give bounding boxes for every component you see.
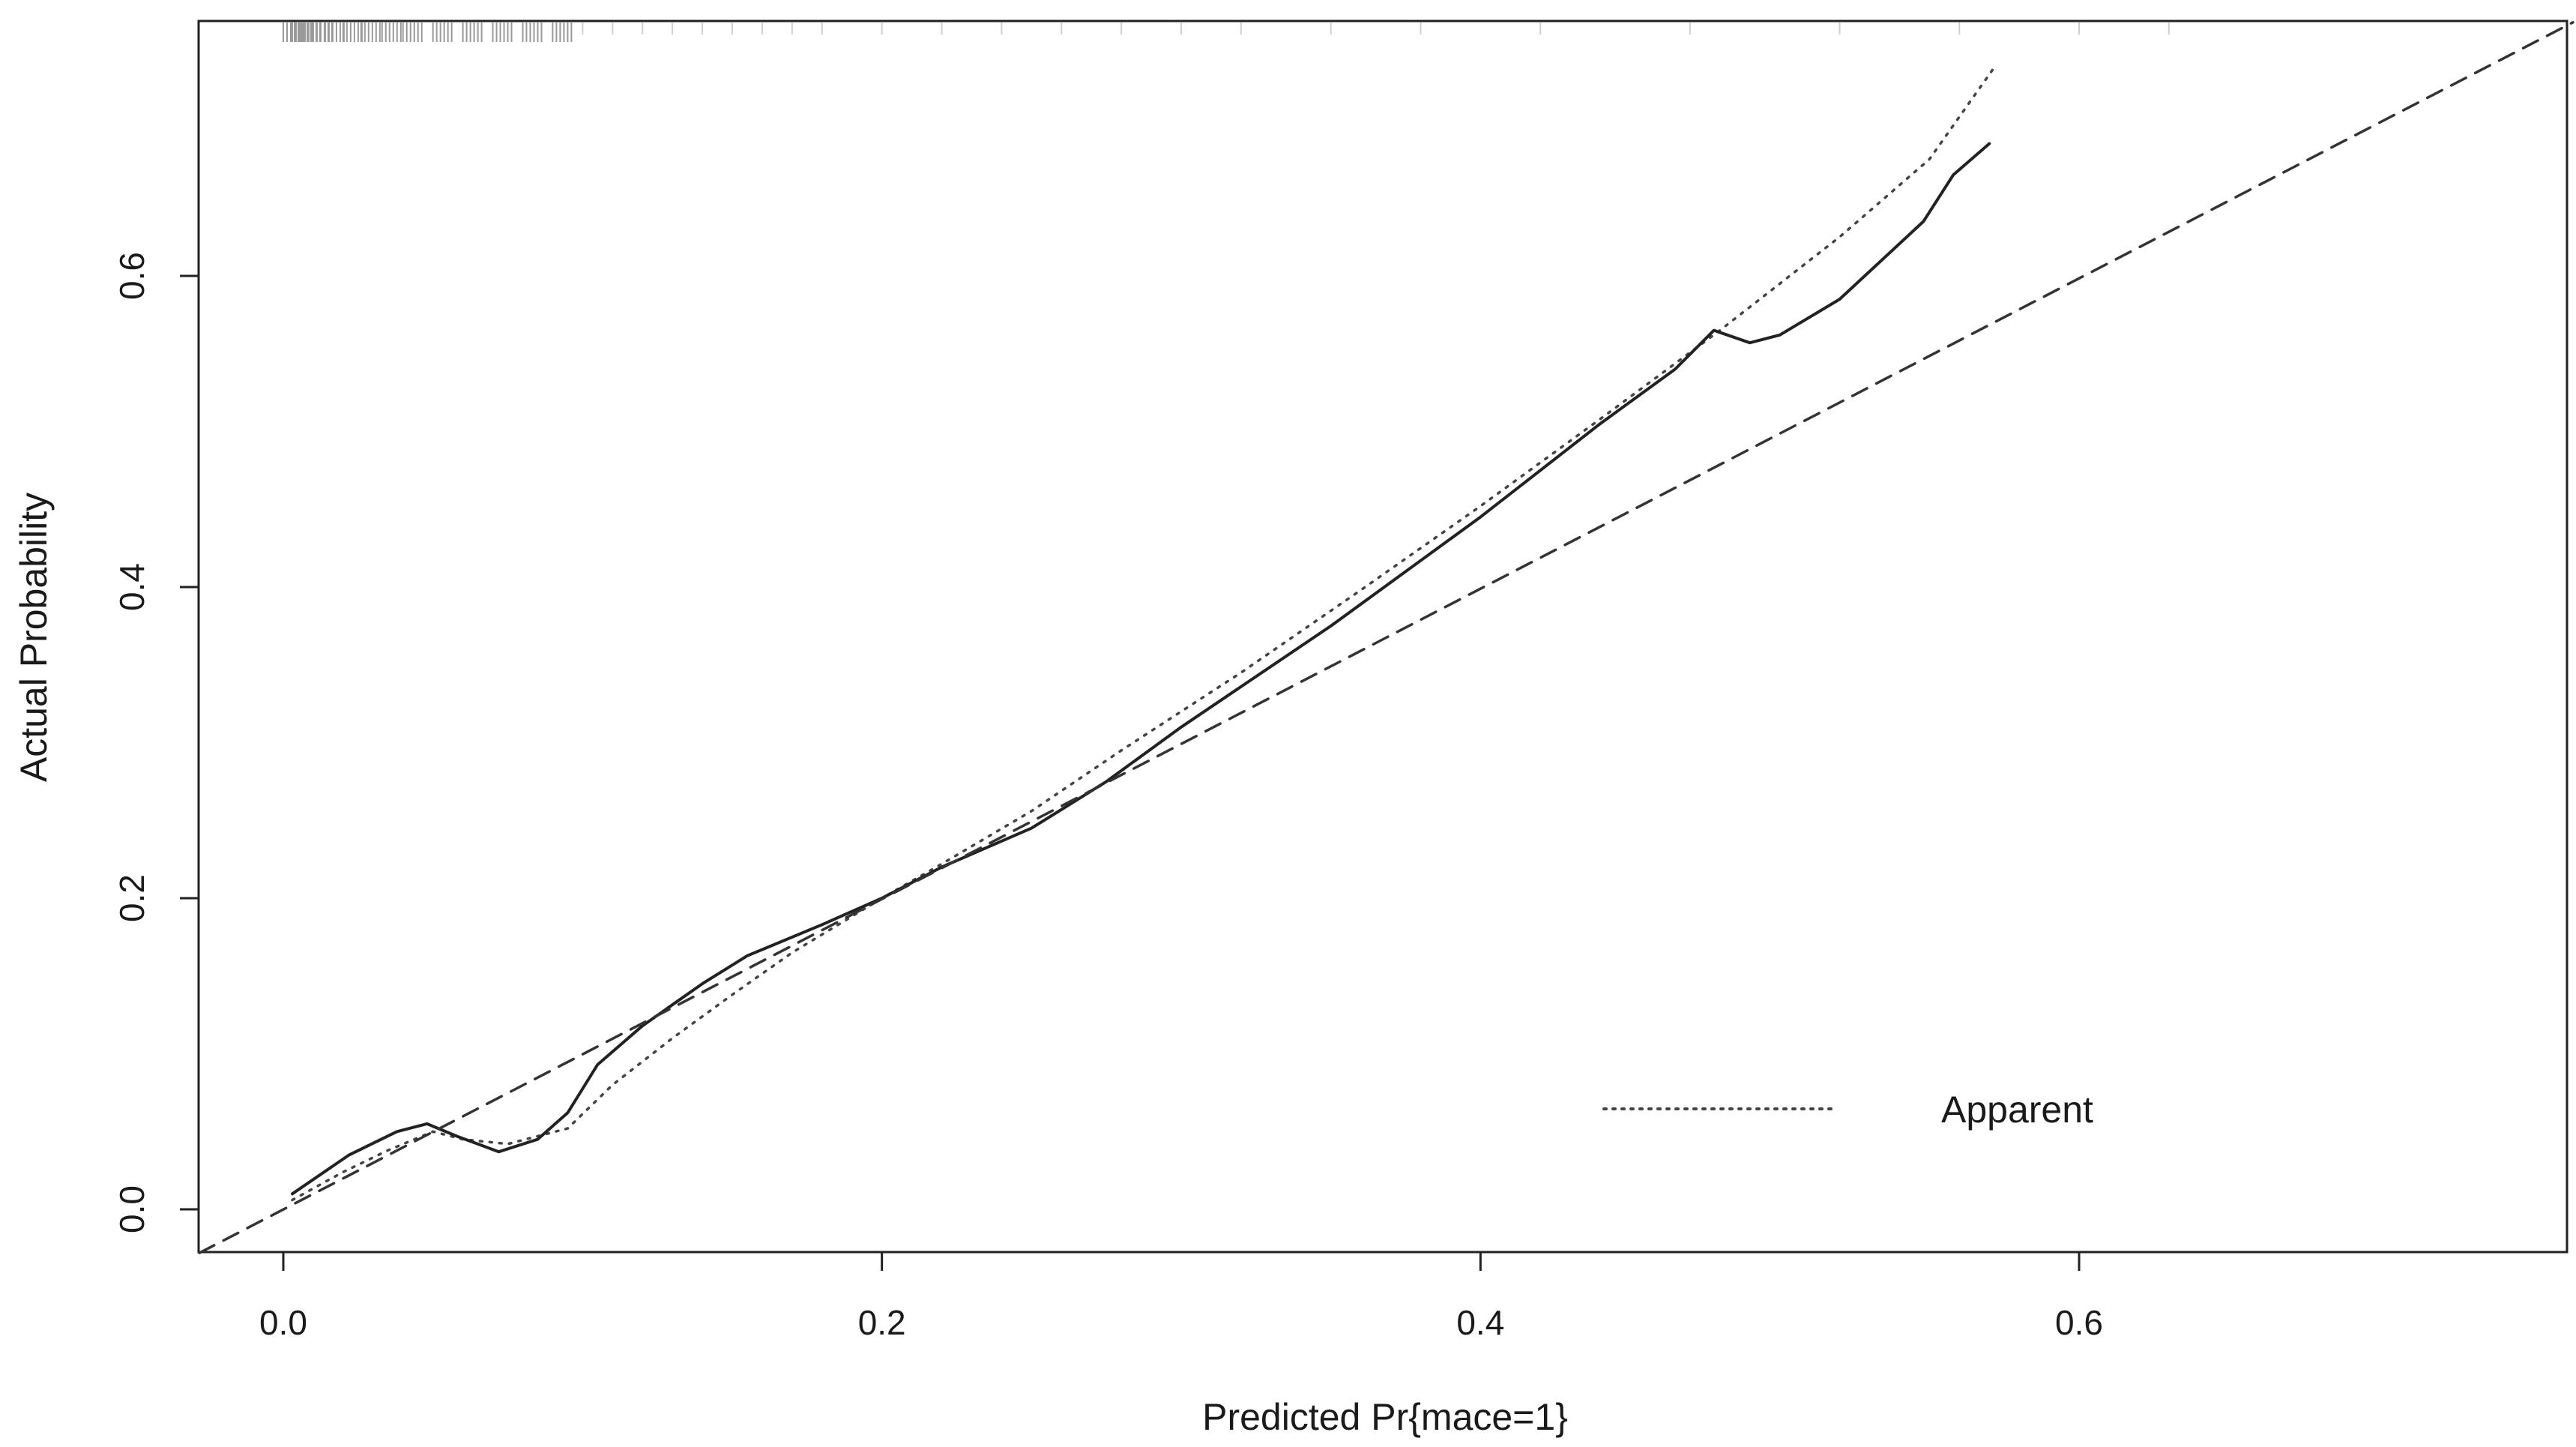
plot-frame (197, 19, 2569, 1254)
series-lines (198, 21, 2575, 1254)
y-axis-title: Actual Probability (13, 493, 55, 782)
x-axis-title: Predicted Pr{mace=1} (1202, 1396, 1568, 1438)
legend-label-apparent: Apparent (1941, 1089, 2093, 1131)
y-tick-label: 0.4 (112, 563, 151, 611)
series-line-apparent (291, 64, 1997, 1202)
x-axis: 0.0 0.2 0.4 0.6 (259, 1251, 2103, 1342)
x-tick-label: 0.6 (2055, 1303, 2103, 1342)
y-tick-label: 0.2 (112, 874, 151, 922)
series-line-ideal (198, 21, 2575, 1254)
y-tick-label: 0.6 (112, 252, 151, 300)
legend: Apparent (1602, 1089, 2093, 1131)
rug-marks (283, 22, 2170, 42)
series-line-bias-corrected (291, 142, 1991, 1196)
y-tick-label: 0.0 (112, 1185, 151, 1233)
x-tick-label: 0.2 (858, 1303, 906, 1342)
y-axis: 0.0 0.2 0.4 0.6 (112, 252, 200, 1233)
x-tick-label: 0.0 (259, 1303, 307, 1342)
x-tick-label: 0.4 (1456, 1303, 1504, 1342)
